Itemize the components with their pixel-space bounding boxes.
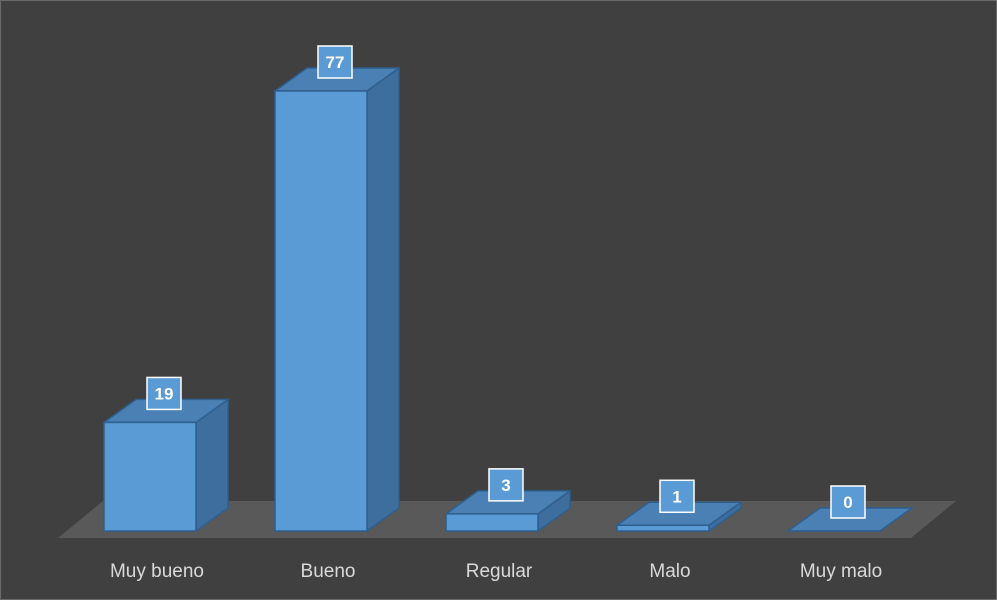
bar-malo	[617, 525, 709, 531]
bar-muy-bueno	[104, 422, 196, 531]
bar-regular	[446, 514, 538, 531]
data-label-muy-bueno: 19	[155, 384, 174, 403]
data-label-muy-malo: 0	[843, 493, 852, 512]
data-label-bueno: 77	[326, 53, 345, 72]
category-label-bueno: Bueno	[301, 561, 356, 582]
data-label-malo: 1	[672, 487, 681, 506]
category-label-malo: Malo	[649, 561, 690, 582]
category-label-muy-malo: Muy malo	[800, 561, 882, 582]
bar-side-bueno	[367, 68, 399, 531]
category-label-regular: Regular	[466, 561, 533, 582]
bar-bueno	[275, 91, 367, 531]
category-label-muy-bueno: Muy bueno	[110, 561, 204, 582]
data-label-regular: 3	[501, 476, 510, 495]
